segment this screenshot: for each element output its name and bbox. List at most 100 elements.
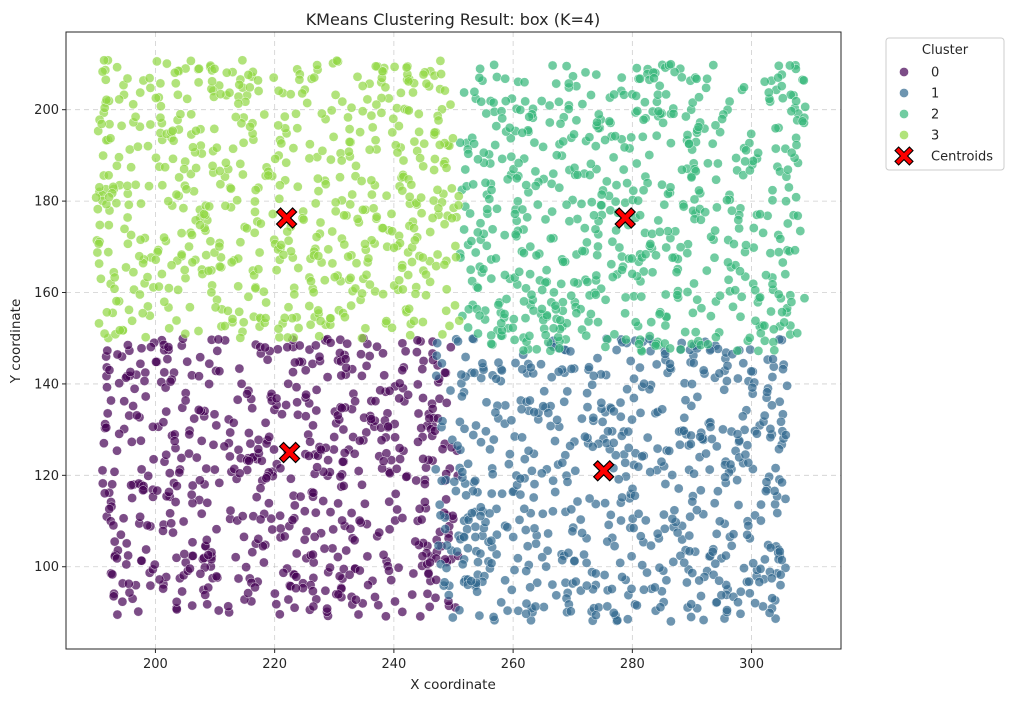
legend-label: 3 bbox=[931, 129, 939, 144]
scatter-point bbox=[292, 123, 303, 134]
scatter-point bbox=[591, 69, 602, 80]
scatter-point bbox=[387, 127, 398, 138]
scatter-point bbox=[279, 531, 290, 542]
scatter-point bbox=[545, 421, 556, 431]
scatter-point bbox=[542, 545, 553, 556]
scatter-point bbox=[478, 147, 489, 158]
scatter-points bbox=[91, 55, 811, 627]
scatter-point bbox=[126, 437, 137, 447]
scatter-point bbox=[397, 513, 408, 523]
scatter-point bbox=[611, 345, 622, 355]
scatter-point bbox=[372, 341, 382, 352]
scatter-point bbox=[209, 409, 220, 420]
scatter-point bbox=[389, 62, 400, 72]
scatter-point bbox=[592, 250, 603, 260]
scatter-point bbox=[420, 479, 430, 489]
scatter-point bbox=[768, 354, 778, 364]
chart-title: KMeans Clustering Result: box (K=4) bbox=[306, 10, 601, 29]
scatter-point bbox=[319, 275, 330, 286]
scatter-point bbox=[492, 203, 502, 214]
scatter-point bbox=[187, 230, 197, 240]
scatter-point bbox=[354, 515, 365, 526]
scatter-point bbox=[172, 481, 182, 491]
scatter-point bbox=[340, 354, 351, 364]
scatter-point bbox=[311, 405, 322, 416]
scatter-point bbox=[470, 521, 481, 532]
scatter-point bbox=[432, 249, 443, 260]
scatter-point bbox=[686, 599, 697, 610]
scatter-point bbox=[582, 237, 592, 248]
y-axis-ticks: 100 120 140 160 180 200 bbox=[34, 103, 66, 575]
scatter-point bbox=[133, 141, 143, 152]
scatter-point bbox=[363, 253, 374, 264]
scatter-point bbox=[635, 210, 645, 221]
scatter-point bbox=[278, 567, 289, 578]
scatter-point bbox=[775, 233, 786, 244]
scatter-point bbox=[431, 575, 442, 585]
scatter-point bbox=[719, 384, 730, 395]
scatter-point bbox=[685, 439, 696, 449]
scatter-point bbox=[264, 498, 274, 509]
scatter-point bbox=[454, 315, 465, 326]
scatter-point bbox=[390, 596, 400, 607]
scatter-point bbox=[329, 432, 340, 442]
scatter-point bbox=[486, 338, 497, 349]
scatter-point bbox=[215, 179, 226, 190]
scatter-point bbox=[469, 138, 479, 149]
scatter-point bbox=[638, 114, 649, 125]
scatter-point bbox=[308, 549, 318, 560]
scatter-point bbox=[548, 323, 559, 334]
scatter-point bbox=[415, 153, 425, 163]
scatter-point bbox=[627, 414, 637, 425]
scatter-point bbox=[407, 589, 418, 600]
scatter-point bbox=[378, 289, 388, 299]
scatter-point bbox=[283, 235, 294, 246]
scatter-point bbox=[387, 322, 397, 333]
scatter-point bbox=[502, 605, 513, 616]
scatter-point bbox=[237, 55, 248, 66]
scatter-point bbox=[148, 454, 159, 465]
scatter-point bbox=[586, 159, 596, 169]
scatter-point bbox=[687, 496, 698, 507]
scatter-point bbox=[97, 66, 108, 77]
scatter-point bbox=[133, 606, 144, 617]
scatter-point bbox=[203, 266, 214, 276]
scatter-point bbox=[569, 277, 580, 288]
scatter-point bbox=[635, 73, 645, 84]
scatter-point bbox=[370, 61, 381, 72]
scatter-point bbox=[600, 342, 611, 352]
scatter-point bbox=[525, 395, 535, 406]
scatter-point bbox=[138, 485, 148, 496]
scatter-point bbox=[651, 250, 661, 261]
scatter-point bbox=[691, 73, 702, 84]
scatter-point bbox=[170, 67, 180, 78]
scatter-point bbox=[613, 474, 624, 485]
scatter-point bbox=[291, 108, 301, 119]
scatter-point bbox=[445, 99, 456, 110]
scatter-point bbox=[174, 467, 185, 478]
scatter-point bbox=[667, 470, 678, 480]
scatter-point bbox=[235, 237, 246, 248]
scatter-point bbox=[416, 192, 426, 203]
scatter-point bbox=[625, 356, 636, 366]
scatter-point bbox=[412, 379, 423, 390]
scatter-point bbox=[135, 289, 145, 300]
scatter-point bbox=[397, 185, 408, 196]
scatter-point bbox=[235, 159, 246, 169]
scatter-point bbox=[432, 185, 443, 195]
scatter-point bbox=[305, 319, 316, 330]
scatter-point bbox=[449, 476, 460, 487]
scatter-point bbox=[600, 294, 611, 305]
scatter-point bbox=[481, 426, 491, 437]
scatter-point bbox=[640, 97, 650, 108]
scatter-point bbox=[356, 349, 366, 360]
scatter-point bbox=[480, 177, 491, 188]
scatter-point bbox=[547, 206, 557, 217]
scatter-point bbox=[558, 136, 569, 147]
x-tick-label: 220 bbox=[262, 657, 287, 672]
scatter-point bbox=[343, 251, 354, 262]
scatter-point bbox=[546, 178, 557, 189]
scatter-point bbox=[702, 339, 713, 350]
scatter-point bbox=[308, 601, 319, 612]
scatter-point bbox=[523, 445, 534, 456]
